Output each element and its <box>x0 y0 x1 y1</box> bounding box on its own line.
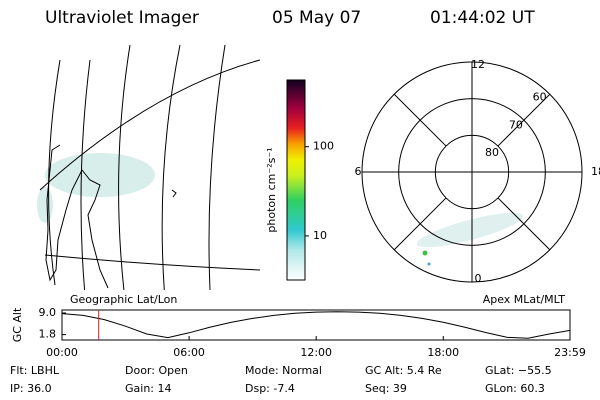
coastline <box>171 189 177 198</box>
meridian <box>80 59 91 290</box>
hour-label: 0 <box>475 272 482 285</box>
aurora <box>422 250 428 256</box>
date: 05 May 07 <box>272 8 361 28</box>
status-field: Door: Open <box>125 364 188 377</box>
title: Ultraviolet Imager <box>45 8 199 28</box>
time: 01:44:02 UT <box>430 8 535 28</box>
parallel <box>44 254 260 271</box>
aurora <box>416 212 524 248</box>
x-tick-label: 23:59 <box>554 346 586 359</box>
polar-spoke <box>393 197 447 251</box>
y-tick-label: 9.0 <box>39 306 57 319</box>
status-field: GLon: 60.3 <box>485 382 545 395</box>
aurora <box>427 262 431 266</box>
aurora <box>45 153 155 197</box>
status-field: IP: 36.0 <box>10 382 52 395</box>
projection-label: Geographic Lat/Lon <box>70 293 177 306</box>
x-tick-label: 06:00 <box>173 346 205 359</box>
hour-label: 12 <box>471 58 485 71</box>
meridian <box>48 59 61 286</box>
status-field: GLat: −55.5 <box>485 364 552 377</box>
parallel <box>39 59 260 191</box>
colorbar-label: photon cm⁻²s⁻¹ <box>265 147 278 232</box>
altitude-line <box>61 311 571 339</box>
colorbar-tick-label: 100 <box>313 140 334 153</box>
y-axis-label: GC Alt <box>11 307 24 342</box>
polar-spoke <box>497 197 551 251</box>
y-tick-label: 1.8 <box>39 328 57 341</box>
x-tick-label: 12:00 <box>300 346 332 359</box>
aurora <box>37 187 53 223</box>
coastline <box>45 144 109 289</box>
lat-label: 60 <box>533 90 547 103</box>
colorbar <box>286 79 306 281</box>
polar-spoke <box>393 93 447 147</box>
status-field: Dsp: -7.4 <box>245 382 295 395</box>
plot-frame <box>61 309 571 341</box>
lat-label: 80 <box>485 146 499 159</box>
status-field: Seq: 39 <box>365 382 407 395</box>
status-field: Mode: Normal <box>245 364 322 377</box>
status-field: Flt: LBHL <box>10 364 60 377</box>
lat-label: 70 <box>509 118 523 131</box>
hour-label: 18 <box>591 165 600 178</box>
colorbar-tick-label: 10 <box>313 229 327 242</box>
hour-label: 6 <box>355 165 362 178</box>
meridian <box>118 44 131 290</box>
x-tick-label: 00:00 <box>46 346 78 359</box>
meridian <box>161 44 181 290</box>
status-field: GC Alt: 5.4 Re <box>365 364 442 377</box>
map <box>37 44 260 290</box>
x-tick-label: 18:00 <box>427 346 459 359</box>
status-field: Gain: 14 <box>125 382 172 395</box>
projection-label: Apex MLat/MLT <box>483 293 566 306</box>
polar-spoke <box>497 93 551 147</box>
meridian <box>208 44 226 290</box>
